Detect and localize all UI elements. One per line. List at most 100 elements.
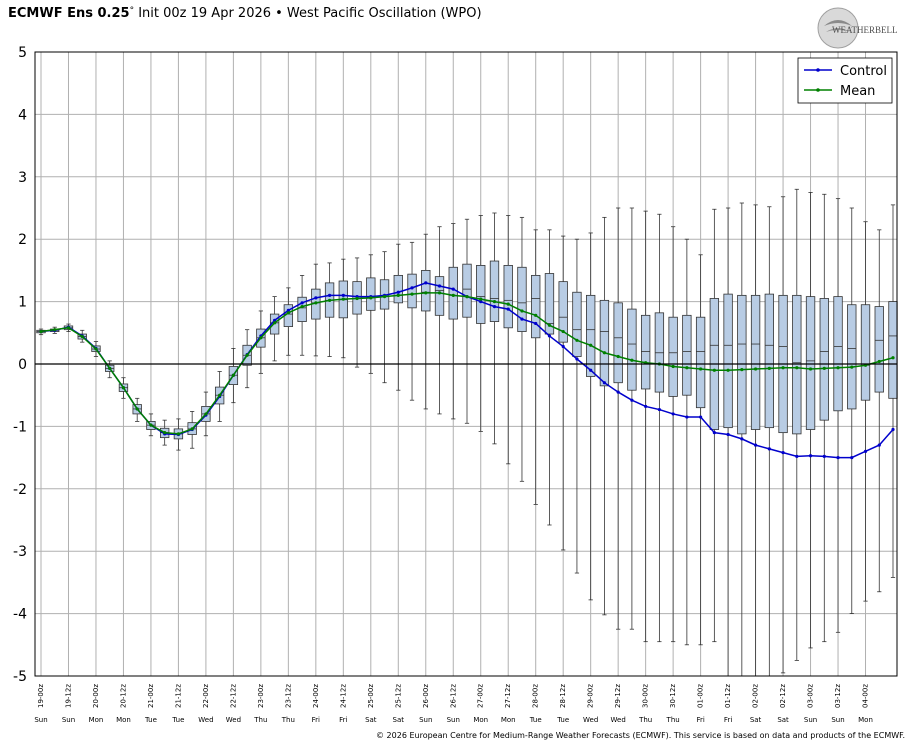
box-iqr (572, 291, 582, 357)
day-label: Thu (281, 716, 295, 724)
series-point-mean (410, 292, 414, 296)
box-plot (476, 215, 486, 432)
box-iqr (434, 276, 445, 316)
box-plot (613, 207, 623, 630)
series-point-mean (836, 366, 840, 370)
box-iqr (819, 298, 829, 421)
box-iqr (737, 294, 747, 435)
series-point-mean (850, 365, 854, 369)
model-name: ECMWF Ens 0.25 (8, 6, 130, 21)
series-point-mean (726, 368, 730, 372)
series-point-control (341, 293, 345, 297)
box-plot (723, 207, 733, 677)
box-iqr (421, 269, 431, 312)
x-tick-label: 02-00z (752, 684, 760, 708)
series-point-mean (740, 368, 744, 372)
box-plot (860, 221, 871, 602)
box-iqr (613, 302, 623, 384)
day-label: Tue (144, 716, 157, 724)
day-label: Wed (583, 716, 598, 724)
series-point-control (327, 293, 332, 297)
series-point-mean (286, 311, 290, 315)
box-iqr (476, 265, 486, 324)
series-point-mean (327, 298, 332, 302)
y-tick-label: 5 (18, 45, 27, 61)
day-label: Sun (34, 716, 47, 724)
series-point-mean (589, 343, 593, 347)
series-point-control (479, 300, 483, 304)
box-plot (599, 216, 610, 616)
x-tick-label: 19-00z (37, 684, 45, 708)
series-point-control (630, 398, 634, 402)
series-point-control (657, 407, 661, 412)
day-label: Fri (312, 716, 320, 724)
series-point-control (616, 390, 620, 394)
series-point-mean (891, 356, 895, 360)
series-point-control (506, 307, 510, 311)
series-point-control (644, 404, 648, 409)
day-label: Thu (666, 716, 680, 724)
day-label: Wed (611, 716, 626, 724)
box-iqr (888, 301, 898, 399)
series-point-control (753, 443, 758, 447)
logo-graphic: WEATHERBELL (817, 7, 898, 49)
series-point-mean (53, 328, 57, 332)
day-label: Tue (529, 716, 542, 724)
series-point-control (300, 301, 304, 305)
box-plot (847, 207, 857, 614)
day-label: Mon (858, 716, 873, 724)
series-point-mean (616, 354, 620, 359)
box-plot (737, 202, 747, 677)
box-plot (407, 241, 417, 401)
x-tick-label: 21-00z (147, 684, 155, 708)
box-iqr (750, 294, 761, 430)
box-iqr (393, 274, 403, 304)
series-point-mean (245, 353, 249, 357)
day-label: Sat (393, 716, 405, 724)
series-point-control (314, 296, 318, 300)
x-tick-label: 03-12z (834, 684, 842, 708)
svg-text:WEATHERBELL: WEATHERBELL (832, 25, 898, 35)
box-plot (668, 226, 678, 643)
x-tick-label: 19-12z (64, 684, 72, 708)
series-point-mean (135, 407, 139, 411)
weatherbell-logo: WEATHERBELL (812, 4, 902, 52)
box-iqr (531, 274, 541, 339)
y-tick-label: 1 (18, 295, 27, 311)
box-plot (627, 207, 637, 630)
series-point-control (808, 454, 813, 458)
series-point-mean (176, 432, 181, 436)
series-point-mean (259, 336, 263, 340)
box-plot (874, 229, 884, 593)
box-iqr (407, 273, 417, 309)
legend-marker (816, 88, 820, 92)
day-label: Mon (116, 716, 131, 724)
series-point-control (410, 286, 414, 290)
x-tick-label: 20-00z (92, 684, 100, 708)
x-tick-label: 27-00z (477, 684, 485, 708)
day-label: Mon (473, 716, 488, 724)
y-tick-label: 3 (18, 170, 27, 186)
box-iqr (503, 265, 513, 329)
day-label: Sat (365, 716, 377, 724)
series-point-control (437, 284, 442, 288)
box-iqr (792, 294, 802, 435)
x-tick-label: 21-12z (174, 684, 182, 708)
box-iqr (640, 314, 651, 390)
box-plot (888, 204, 898, 578)
box-plot (283, 287, 294, 356)
series-point-mean (190, 427, 194, 431)
series-point-mean (66, 326, 71, 330)
x-tick-label: 25-00z (367, 684, 375, 708)
series-point-mean (121, 386, 126, 390)
x-tick-label: 01-00z (697, 684, 705, 708)
series-point-control (781, 451, 785, 455)
x-tick-label: 26-00z (422, 684, 430, 708)
box-plot (448, 223, 458, 420)
series-point-mean (822, 366, 826, 370)
box-plot (531, 229, 541, 505)
x-tick-label: 23-00z (257, 684, 265, 708)
x-tick-label: 24-12z (339, 684, 347, 708)
day-label: Tue (556, 716, 569, 724)
box-iqr (833, 296, 843, 412)
